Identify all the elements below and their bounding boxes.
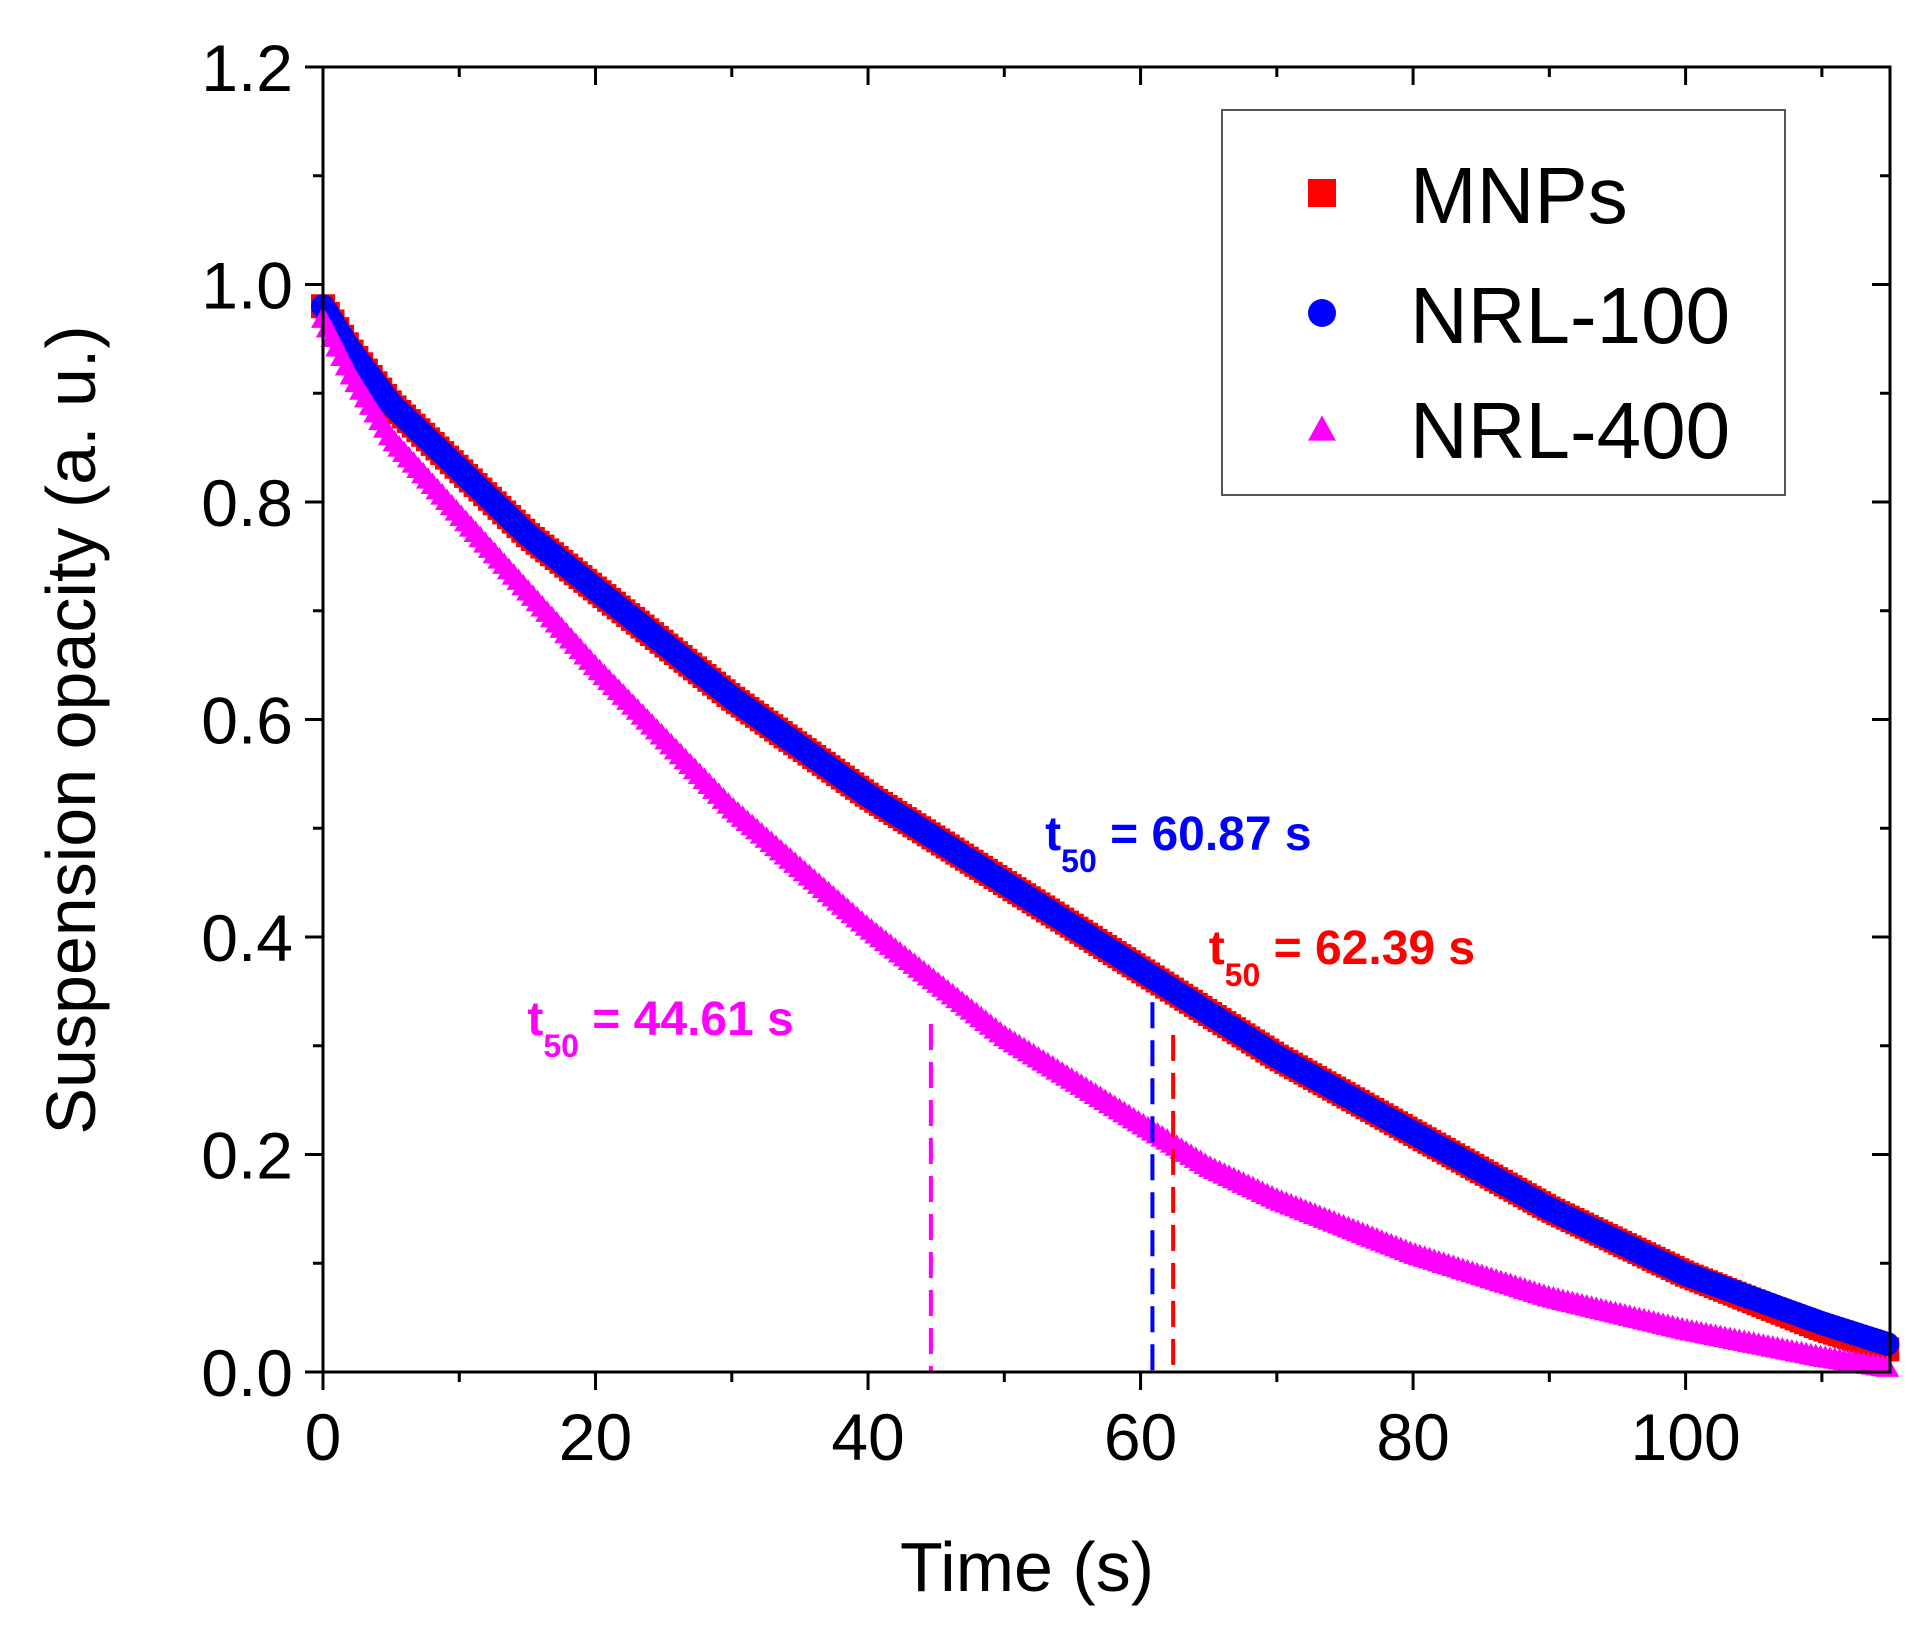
legend-marker-mnps xyxy=(1308,179,1336,207)
t50-annotation: t50 = 44.61 s xyxy=(527,993,793,1064)
t50-annotation: t50 = 60.87 s xyxy=(1045,808,1311,879)
x-tick-label: 0 xyxy=(305,1400,342,1474)
legend-label-mnps: MNPs xyxy=(1410,151,1628,240)
series-layer xyxy=(311,294,1900,1377)
anno-prefix: t xyxy=(527,993,543,1046)
y-tick-label: 0.4 xyxy=(201,901,293,975)
anno-text: = 60.87 s xyxy=(1097,808,1312,861)
series-nrl-100 xyxy=(311,294,1900,1356)
legend: MNPs NRL-100 NRL-400 xyxy=(1221,109,1786,496)
y-tick-label: 0.2 xyxy=(201,1119,293,1193)
data-point xyxy=(1875,1331,1900,1356)
x-axis-title: Time (s) xyxy=(900,1528,1154,1606)
x-tick-label: 60 xyxy=(1104,1400,1177,1474)
legend-label-nrl-400: NRL-400 xyxy=(1410,386,1730,475)
y-tick-label: 1.0 xyxy=(201,249,293,323)
legend-marker-nrl-100 xyxy=(1308,299,1336,327)
x-tick-label: 40 xyxy=(831,1400,904,1474)
legend-marker-nrl-400 xyxy=(1308,415,1336,441)
anno-prefix: t xyxy=(1045,808,1061,861)
series-nrl-400 xyxy=(311,306,1900,1377)
y-tick-label: 0.6 xyxy=(201,684,293,758)
anno-subscript: 50 xyxy=(1061,843,1097,879)
y-tick-label: 0.8 xyxy=(201,466,293,540)
axes: 0 20 40 60 80 100 0.0 0.2 0.4 0.6 0.8 1.0 1.2 xyxy=(201,31,1892,1474)
x-tick-label: 100 xyxy=(1631,1400,1741,1474)
legend-label-nrl-100: NRL-100 xyxy=(1410,271,1730,360)
y-axis-title: Suspension opacity (a. u.) xyxy=(32,325,110,1134)
t50-annotation: t50 = 62.39 s xyxy=(1209,922,1475,993)
y-tick-label: 1.2 xyxy=(201,31,293,105)
reference-lines xyxy=(928,1002,1176,1372)
y-tick-label: 0.0 xyxy=(201,1336,293,1410)
anno-subscript: 50 xyxy=(1225,957,1261,993)
anno-prefix: t xyxy=(1209,922,1225,975)
x-tick-label: 20 xyxy=(559,1400,632,1474)
anno-text: = 44.61 s xyxy=(579,993,794,1046)
x-tick-label: 80 xyxy=(1376,1400,1449,1474)
anno-text: = 62.39 s xyxy=(1260,922,1475,975)
anno-subscript: 50 xyxy=(543,1028,579,1064)
